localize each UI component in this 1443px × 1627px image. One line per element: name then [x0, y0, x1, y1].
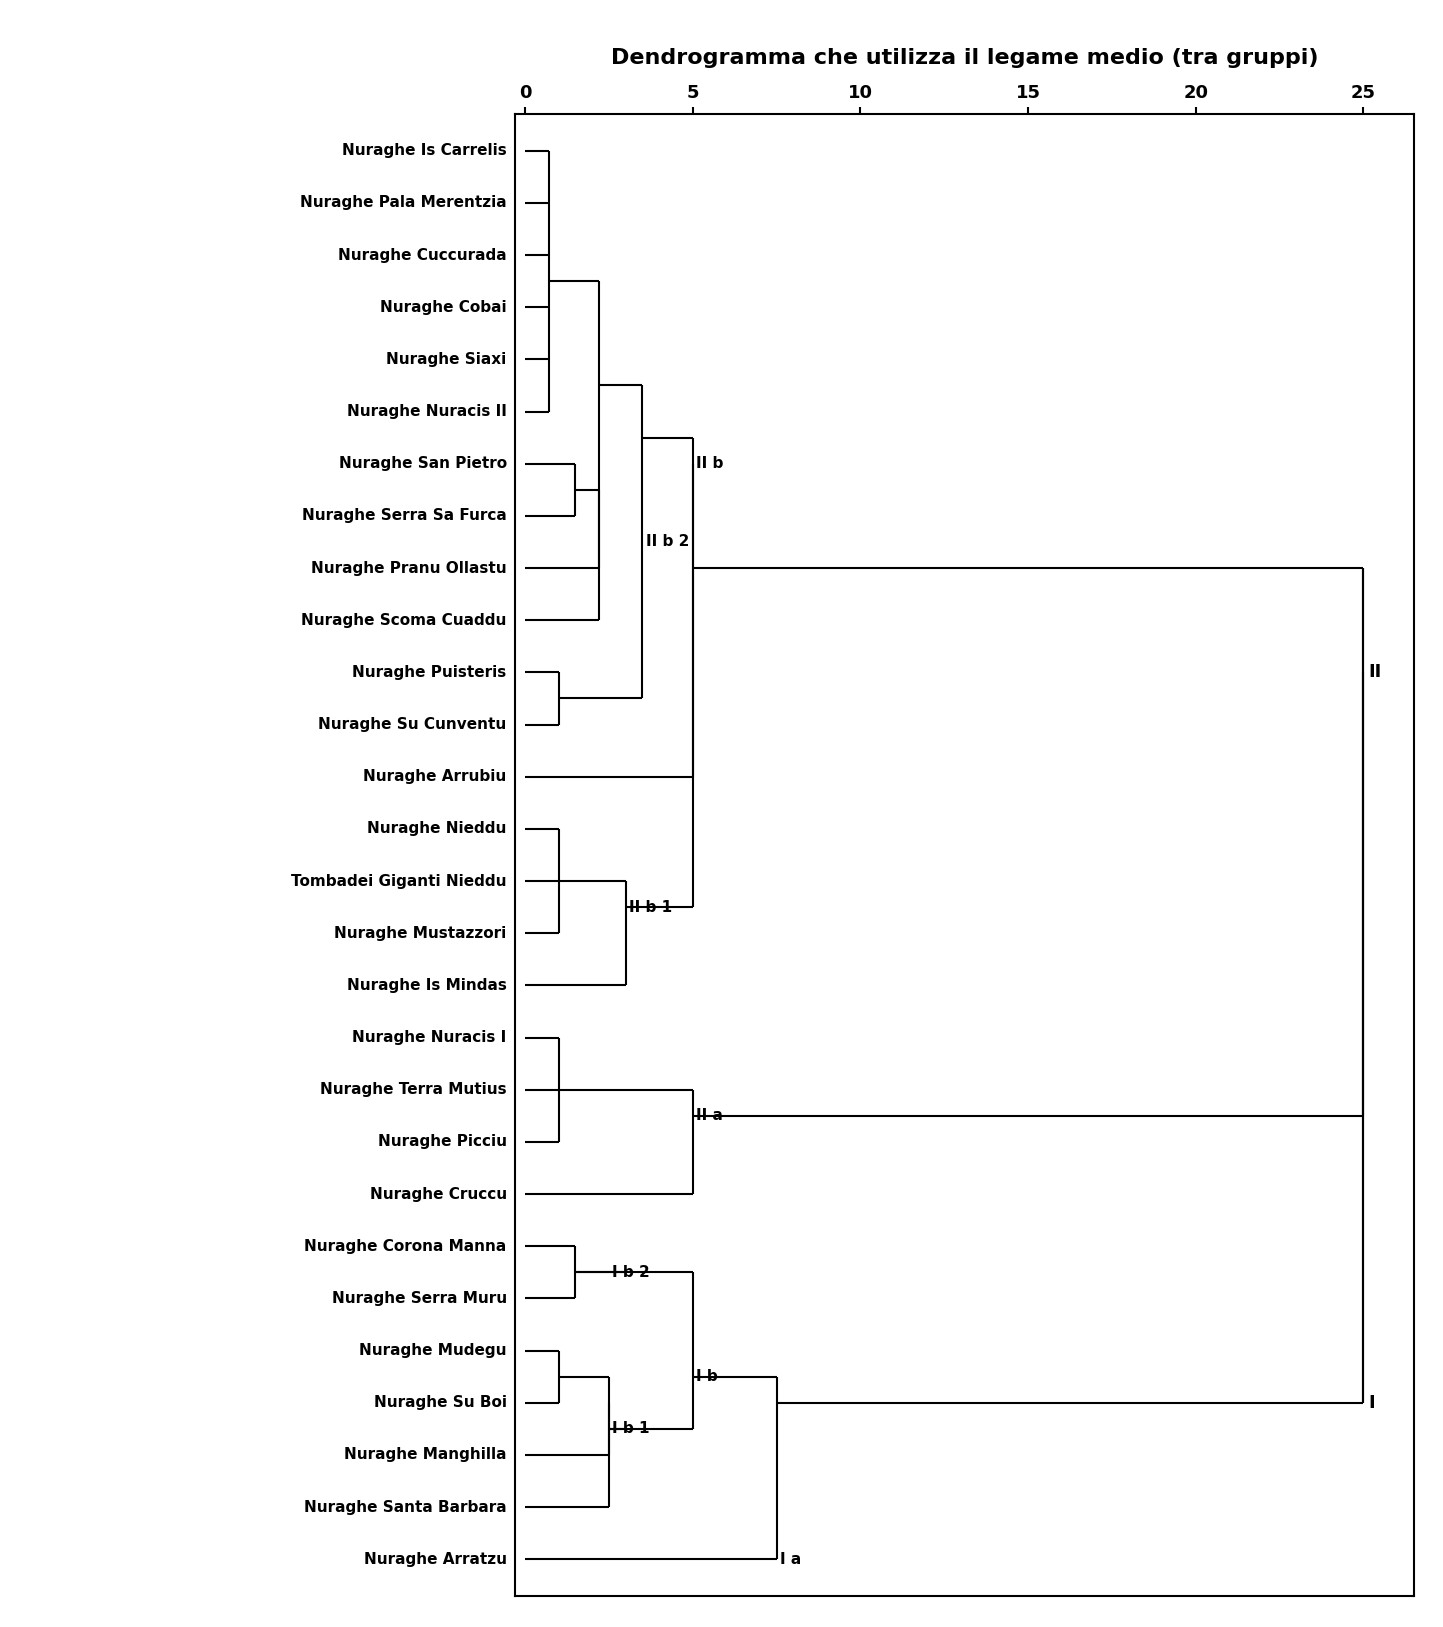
- Text: Nuraghe Manghilla: Nuraghe Manghilla: [345, 1448, 506, 1463]
- Text: Nuraghe Picciu: Nuraghe Picciu: [378, 1134, 506, 1149]
- Text: Nuraghe Cuccurada: Nuraghe Cuccurada: [338, 247, 506, 262]
- Text: Nuraghe Is Carrelis: Nuraghe Is Carrelis: [342, 143, 506, 158]
- Text: Nuraghe Is Mindas: Nuraghe Is Mindas: [346, 978, 506, 992]
- Text: Nuraghe Cobai: Nuraghe Cobai: [380, 299, 506, 314]
- Text: Nuraghe Mudegu: Nuraghe Mudegu: [359, 1342, 506, 1359]
- Title: Dendrogramma che utilizza il legame medio (tra gruppi): Dendrogramma che utilizza il legame medi…: [610, 47, 1317, 68]
- Text: Nuraghe Terra Mutius: Nuraghe Terra Mutius: [320, 1082, 506, 1097]
- Text: Nuraghe Mustazzori: Nuraghe Mustazzori: [335, 926, 506, 940]
- Text: Nuraghe Siaxi: Nuraghe Siaxi: [387, 351, 506, 366]
- Text: Nuraghe Arrubiu: Nuraghe Arrubiu: [364, 770, 506, 784]
- Text: II b 1: II b 1: [629, 900, 672, 914]
- Text: II: II: [1368, 664, 1381, 682]
- Text: Nuraghe Su Boi: Nuraghe Su Boi: [374, 1396, 506, 1411]
- Text: Nuraghe Serra Sa Furca: Nuraghe Serra Sa Furca: [302, 508, 506, 524]
- Text: Nuraghe Su Cunventu: Nuraghe Su Cunventu: [319, 718, 506, 732]
- Text: Nuraghe Serra Muru: Nuraghe Serra Muru: [332, 1290, 506, 1306]
- Text: I b 2: I b 2: [612, 1264, 651, 1280]
- Text: Nuraghe Arratzu: Nuraghe Arratzu: [364, 1552, 506, 1567]
- Text: I a: I a: [781, 1552, 801, 1567]
- Text: Nuraghe Cruccu: Nuraghe Cruccu: [369, 1186, 506, 1202]
- Text: II b 2: II b 2: [646, 534, 690, 550]
- Text: Nuraghe Pranu Ollastu: Nuraghe Pranu Ollastu: [312, 561, 506, 576]
- Text: I b 1: I b 1: [612, 1422, 649, 1437]
- Text: I b: I b: [696, 1370, 717, 1385]
- Text: Nuraghe Nieddu: Nuraghe Nieddu: [368, 822, 506, 836]
- Text: Nuraghe Corona Manna: Nuraghe Corona Manna: [304, 1238, 506, 1254]
- Text: Nuraghe Santa Barbara: Nuraghe Santa Barbara: [304, 1500, 506, 1515]
- Text: Nuraghe Nuracis II: Nuraghe Nuracis II: [346, 403, 506, 420]
- Text: Nuraghe Scoma Cuaddu: Nuraghe Scoma Cuaddu: [302, 613, 506, 628]
- Text: Nuraghe Pala Merentzia: Nuraghe Pala Merentzia: [300, 195, 506, 210]
- Text: II b: II b: [696, 456, 723, 472]
- Text: Nuraghe Nuracis I: Nuraghe Nuracis I: [352, 1030, 506, 1045]
- Text: II a: II a: [696, 1108, 723, 1123]
- Text: Tombadei Giganti Nieddu: Tombadei Giganti Nieddu: [291, 874, 506, 888]
- Text: I: I: [1368, 1394, 1375, 1412]
- Text: Nuraghe Puisteris: Nuraghe Puisteris: [352, 665, 506, 680]
- Text: Nuraghe San Pietro: Nuraghe San Pietro: [339, 456, 506, 472]
